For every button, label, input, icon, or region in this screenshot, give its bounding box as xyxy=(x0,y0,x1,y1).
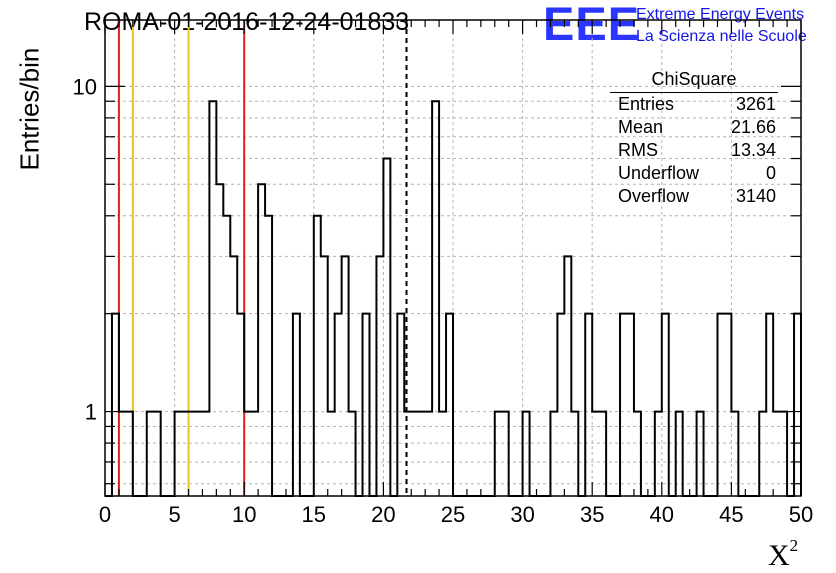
x-axis-label: X2 xyxy=(768,536,799,572)
histogram-bin xyxy=(676,412,683,496)
histogram-bin xyxy=(697,412,704,496)
histogram-bin xyxy=(495,412,502,496)
stats-row: Entries 3261 xyxy=(618,94,776,114)
x-tick-label: 30 xyxy=(510,502,534,527)
histogram-bin xyxy=(655,412,662,496)
histogram-bin xyxy=(418,412,425,496)
histogram-bin xyxy=(342,256,349,496)
histogram-bin xyxy=(432,101,439,496)
histogram-bin xyxy=(564,256,571,496)
histogram-bin xyxy=(425,412,432,496)
histogram-bin xyxy=(599,412,606,496)
x-tick-label: 5 xyxy=(168,502,180,527)
x-tick-label: 45 xyxy=(719,502,743,527)
histogram-bin xyxy=(147,412,154,496)
histogram-bin xyxy=(349,412,356,496)
histogram-bin xyxy=(189,412,196,496)
x-tick-label: 0 xyxy=(99,502,111,527)
stats-row: Mean 21.66 xyxy=(618,117,776,137)
histogram-bin xyxy=(112,314,119,496)
y-tick-label: 1 xyxy=(85,400,97,425)
histogram-bin xyxy=(335,314,342,496)
logo-subtitle: Extreme Energy Events La Scienza nelle S… xyxy=(636,4,807,48)
histogram-bin xyxy=(759,412,766,496)
stats-row: Overflow 3140 xyxy=(618,186,776,206)
histogram-bin xyxy=(265,216,272,496)
histogram-bin xyxy=(411,412,418,496)
histogram-bin xyxy=(182,412,189,496)
histogram-bin xyxy=(731,412,738,496)
histogram-bin xyxy=(175,412,182,496)
histogram-bin xyxy=(585,314,592,496)
histogram-bin xyxy=(446,314,453,496)
x-tick-label: 50 xyxy=(789,502,813,527)
histogram-bin xyxy=(195,412,202,496)
histogram-bin xyxy=(523,412,530,496)
axis-ticks xyxy=(104,20,802,496)
histogram-bin xyxy=(230,256,237,496)
eee-logo: EEE xyxy=(543,0,641,50)
stats-box: ChiSquare Entries 3261 Mean 21.66 RMS 13.34… xyxy=(610,68,778,208)
histogram-bin xyxy=(209,101,216,496)
x-tick-label: 25 xyxy=(441,502,465,527)
histogram-bin xyxy=(328,412,335,496)
x-tick-label: 20 xyxy=(371,502,395,527)
histogram-bin xyxy=(237,314,244,496)
histogram-bin xyxy=(223,216,230,496)
histogram-bin xyxy=(216,184,223,496)
histogram-bin xyxy=(244,412,251,496)
histogram-bin xyxy=(627,314,634,496)
histogram-bin xyxy=(557,314,564,496)
x-tick-label: 10 xyxy=(232,502,256,527)
histogram-bin xyxy=(126,412,133,496)
histogram-bin xyxy=(202,412,209,496)
logo-line-1: Extreme Energy Events xyxy=(636,6,805,23)
histogram-bin xyxy=(154,412,161,496)
stats-row: RMS 13.34 xyxy=(618,140,776,160)
x-tick-label: 35 xyxy=(580,502,604,527)
histogram-bin xyxy=(773,412,780,496)
stats-title: ChiSquare xyxy=(610,68,778,93)
histogram-bin xyxy=(620,314,627,496)
histogram-bin xyxy=(314,216,321,496)
histogram-bin xyxy=(258,184,265,496)
histogram-bin xyxy=(383,159,390,496)
histogram-bin xyxy=(251,412,258,496)
y-tick-label: 10 xyxy=(73,74,97,99)
stats-row: Underflow 0 xyxy=(618,163,776,183)
histogram-bin xyxy=(766,314,773,496)
histogram-bin xyxy=(119,412,126,496)
histogram-bin xyxy=(634,412,641,496)
histogram-bin xyxy=(780,412,787,496)
histogram-bin xyxy=(662,314,669,496)
histogram-bin xyxy=(293,314,300,496)
histogram-bin xyxy=(592,412,599,496)
histogram-bin xyxy=(794,314,801,496)
logo-line-2: La Scienza nelle Scuole xyxy=(636,28,807,45)
histogram-bin xyxy=(321,256,328,496)
histogram-bin xyxy=(397,314,404,496)
histogram-bin xyxy=(502,412,509,496)
histogram-bin xyxy=(724,314,731,496)
histogram-bin xyxy=(571,412,578,496)
x-tick-label: 15 xyxy=(302,502,326,527)
histogram-bin xyxy=(376,256,383,496)
histogram-bin xyxy=(717,314,724,496)
x-tick-label: 40 xyxy=(650,502,674,527)
histogram-bin xyxy=(363,314,370,496)
tick-labels: 0 5 10 15 20 25 30 35 40 45 50 1 10 xyxy=(73,74,814,527)
histogram-bin xyxy=(404,412,411,496)
histogram-bin xyxy=(550,412,557,496)
histogram-bin xyxy=(439,412,446,496)
